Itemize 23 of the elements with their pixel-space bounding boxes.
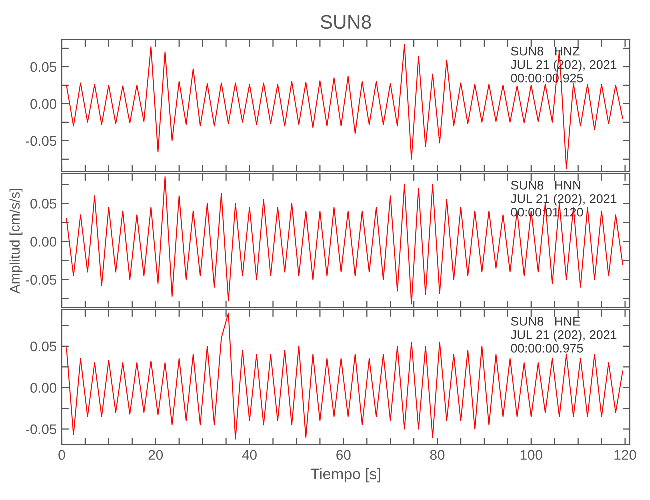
y-tick-label: -0.05: [26, 136, 57, 146]
y-axis-title: Amplitud [cm/s/s]: [10, 189, 23, 294]
y-tick-label: -0.05: [26, 275, 57, 285]
line-series: [66, 312, 624, 440]
y-tick-label: 0.05: [30, 342, 57, 352]
y-tick-label: 0.00: [30, 383, 57, 394]
x-axis-title: Tiempo [s]: [310, 468, 380, 483]
x-tick-label: 0: [58, 450, 66, 460]
x-tick-label: 60: [336, 450, 351, 460]
chart-title: SUN8: [320, 15, 372, 30]
y-tick-label: 0.00: [30, 237, 57, 247]
x-tick-label: 40: [242, 450, 257, 460]
x-tick-label: 100: [520, 450, 542, 460]
y-tick-label: 0.05: [30, 199, 57, 209]
line-series: [66, 176, 624, 305]
y-tick-label: 0.05: [30, 62, 57, 72]
y-tick-label: 0.00: [30, 99, 57, 110]
annotation: SUN8 HNE JUL 21 (202), 2021 00:00:00.975: [510, 317, 617, 353]
x-tick-label: 120: [614, 450, 636, 460]
x-tick-label: 80: [430, 450, 445, 460]
y-tick-label: -0.05: [26, 424, 57, 434]
x-tick-label: 20: [148, 450, 164, 460]
line-series: [66, 44, 624, 170]
